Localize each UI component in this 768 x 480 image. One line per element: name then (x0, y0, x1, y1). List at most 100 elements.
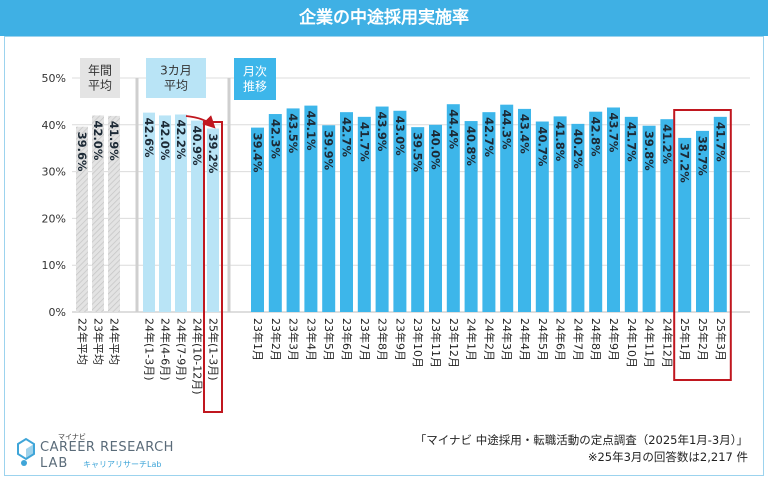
title-bar: 企業の中途採用実施率 (0, 0, 768, 36)
quarterly-bar (175, 114, 187, 312)
monthly-category-label: 24年11月 (643, 318, 657, 368)
monthly-bar (375, 106, 389, 312)
monthly-value-label: 44.4% (446, 109, 460, 149)
bars (76, 104, 727, 313)
annual-category-label: 23年平均 (92, 318, 106, 365)
monthly-bar (571, 123, 585, 312)
highlight-arrow (185, 115, 216, 129)
monthly-category-label: 24年12月 (660, 318, 674, 368)
monthly-value-label: 41.8% (553, 121, 567, 161)
monthly-value-label: 39.5% (411, 132, 425, 172)
annual-bar (76, 126, 88, 312)
logo-small-text: マイナビ (58, 433, 86, 441)
category-labels: 22年平均 23年平均 24年平均 24年(1-3月) 24年(4-6月) 24年(7-9… (76, 318, 728, 395)
monthly-value-label: 44.1% (304, 111, 318, 151)
quarterly-category-label: 25年(1-3月) (207, 318, 221, 381)
monthly-category-label: 23年4月 (304, 318, 318, 361)
monthly-bar (482, 112, 496, 312)
monthly-value-label: 38.7% (696, 136, 710, 176)
monthly-bar (286, 108, 300, 312)
monthly-bar (251, 127, 264, 312)
monthly-bar (268, 114, 282, 312)
quarterly-bar (159, 115, 171, 312)
monthly-category-label: 23年1月 (251, 318, 265, 361)
monthly-value-label: 42.7% (482, 117, 496, 157)
quarterly-value-label: 40.9% (190, 126, 204, 166)
annual-bar (108, 115, 120, 313)
monthly-value-label: 39.9% (322, 130, 336, 170)
monthly-category-label: 24年5月 (536, 318, 550, 361)
monthly-bar (589, 111, 603, 312)
monthly-bar (500, 104, 514, 313)
monthly-category-label: 25年3月 (714, 318, 728, 361)
y-tick-label: 40% (42, 119, 66, 132)
monthly-category-label: 24年6月 (554, 318, 568, 361)
monthly-category-label: 23年10月 (411, 318, 425, 368)
annual-group-label: 年間 (88, 64, 112, 78)
monthly-bar (393, 110, 407, 312)
annual-bar (92, 115, 104, 312)
monthly-category-label: 24年4月 (518, 318, 532, 361)
annual-group-box (80, 58, 120, 98)
monthly-value-label: 39.8% (642, 131, 656, 171)
y-tick-label: 30% (42, 166, 66, 179)
monthly-category-label: 24年3月 (500, 318, 514, 361)
monthly-group-label: 月次 (243, 65, 267, 79)
monthly-bar (624, 116, 638, 313)
monthly-bar (429, 124, 442, 312)
monthly-category-label: 23年9月 (393, 318, 407, 361)
y-tick-label: 0% (49, 306, 66, 319)
monthly-category-label: 23年3月 (287, 318, 301, 361)
monthly-value-label: 37.2% (678, 143, 692, 183)
monthly-group-label: 推移 (243, 80, 267, 94)
y-tick-label: 10% (42, 259, 66, 272)
monthly-bar (607, 107, 620, 312)
monthly-bar (642, 125, 656, 313)
annual-category-label: 24年平均 (108, 318, 122, 365)
monthly-value-label: 41.7% (624, 122, 638, 162)
monthly-value-label: 43.4% (518, 114, 532, 154)
monthly-category-label: 24年10月 (625, 318, 639, 368)
logo-sub-text: キャリアリサーチLab (83, 460, 162, 469)
highlight-box-months (673, 109, 732, 381)
monthly-bar (553, 116, 567, 312)
monthly-bar (322, 125, 336, 312)
monthly-group-box (234, 58, 276, 100)
monthly-value-label: 42.7% (340, 117, 354, 157)
monthly-category-label: 24年7月 (571, 318, 585, 361)
value-labels: 39.6% 42.0% 41.9% 42.6% 42.0% 42.2% 40.9% 39.2%… (75, 109, 727, 183)
monthly-bar (713, 116, 727, 313)
monthly-value-label: 43.7% (607, 112, 621, 152)
monthly-bar (678, 137, 692, 312)
annual-group-label: 平均 (88, 79, 112, 93)
monthly-bar (464, 121, 478, 312)
note-text: ※25年3月の回答数は2,217 件 (587, 450, 748, 464)
logo-main-text: CAREER RESEARCH (40, 440, 174, 455)
annual-value-label: 39.6% (75, 132, 89, 172)
quarterly-value-label: 42.2% (174, 120, 188, 160)
quarterly-value-label: 42.0% (158, 120, 172, 160)
monthly-value-label: 41.7% (713, 122, 727, 162)
quarterly-value-label: 39.2% (206, 134, 220, 174)
quarterly-category-label: 24年(7-9月) (175, 318, 189, 381)
monthly-category-label: 23年7月 (358, 318, 372, 361)
monthly-category-label: 23年11月 (429, 318, 443, 368)
monthly-category-label: 24年2月 (482, 318, 496, 361)
monthly-category-label: 23年2月 (269, 318, 283, 361)
monthly-bar (660, 119, 674, 313)
quarterly-category-label: 24年(4-6月) (159, 318, 173, 381)
monthly-value-label: 43.0% (393, 116, 407, 156)
monthly-category-label: 23年6月 (340, 318, 354, 361)
monthly-value-label: 41.7% (357, 122, 371, 162)
monthly-bar (340, 112, 353, 312)
monthly-bar (304, 105, 318, 312)
monthly-value-label: 41.2% (660, 124, 674, 164)
annual-value-label: 41.9% (107, 121, 121, 161)
monthly-bar (696, 130, 709, 312)
quarterly-bar (207, 128, 219, 312)
quarterly-category-label: 24年(10-12月) (191, 318, 205, 395)
monthly-category-label: 23年5月 (322, 318, 336, 361)
monthly-category-label: 25年1月 (678, 318, 692, 361)
quarterly-group-box (146, 58, 206, 98)
monthly-value-label: 44.3% (500, 110, 514, 150)
